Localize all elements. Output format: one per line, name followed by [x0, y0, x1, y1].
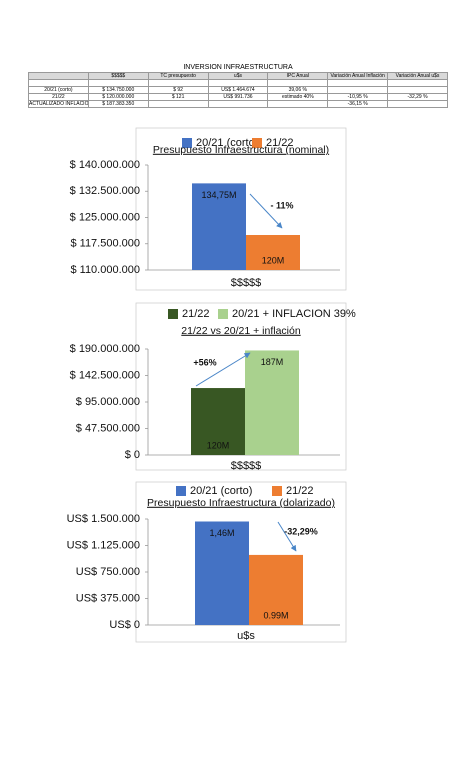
data-label: 187M — [261, 357, 284, 367]
table-spacer — [28, 79, 448, 87]
y-tick-label: US$ 750.000 — [76, 566, 140, 578]
bar — [191, 388, 245, 455]
legend-swatch — [218, 309, 228, 319]
legend-swatch — [182, 138, 192, 148]
arrow — [277, 521, 297, 552]
chart-title: Presupuesto Infraestructura (nominal) — [153, 144, 329, 156]
data-label: 1,46M — [209, 528, 234, 538]
data-label: 0.99M — [263, 610, 288, 620]
x-axis-label: $$$$$ — [231, 277, 262, 289]
table-title: INVERSION INFRAESTRUCTURA — [183, 64, 293, 71]
annotation: - 11% — [270, 200, 293, 210]
data-label: 120M — [262, 255, 285, 265]
bar — [249, 554, 303, 625]
y-tick-label: $ 140.000.000 — [70, 159, 140, 171]
arrow — [249, 193, 283, 229]
legend-label: 20/21 + INFLACION 39% — [232, 308, 356, 320]
legend-label: 20/21 (corto) — [196, 137, 258, 149]
chart-title: 21/22 vs 20/21 + inflación — [181, 325, 301, 337]
chart-title: Presupuesto Infraestructura (dolarizado) — [147, 497, 335, 509]
legend-swatch — [168, 309, 178, 319]
table-row: 21/22 $ 120.000.000 $ 121 US$ 991.736 estima… — [28, 93, 448, 101]
legend-label: 20/21 (corto) — [190, 485, 252, 497]
y-tick-label: $ 125.000.000 — [70, 211, 140, 223]
y-tick-label: $ 95.000.000 — [76, 396, 140, 408]
data-label: 120M — [207, 440, 230, 450]
legend-label: 21/22 — [266, 137, 294, 149]
y-tick-label: $ 110.000.000 — [70, 264, 140, 276]
bar — [192, 183, 246, 270]
legend-swatch — [176, 486, 186, 496]
legend-swatch — [272, 486, 282, 496]
chart-frame — [135, 127, 347, 291]
arrow — [195, 352, 251, 387]
y-tick-label: $ 117.500.000 — [70, 238, 140, 250]
table: $$$$$ TC presupuesto u$s IPC Anual Variación… — [28, 72, 448, 108]
x-axis-label: $$$$$ — [231, 460, 262, 472]
table-row: $$$$$ TC presupuesto u$s IPC Anual Variación… — [28, 72, 448, 80]
y-tick-label: $ 190.000.000 — [70, 343, 140, 355]
table-cell: $ 187.383.350 — [87, 100, 149, 108]
table-row: ACTUALIZADO INFLACION $ 187.383.350 -36,15… — [28, 100, 448, 108]
chart-frame — [135, 481, 347, 643]
y-tick-label: US$ 1.500.000 — [67, 513, 140, 525]
y-tick-label: US$ 0 — [109, 619, 140, 631]
table-cell — [387, 100, 448, 108]
y-tick-label: $ 0 — [125, 449, 140, 461]
annotation: +56% — [193, 357, 216, 367]
bar — [245, 350, 299, 455]
bar — [195, 521, 249, 625]
table-cell — [147, 100, 209, 108]
legend-swatch — [252, 138, 262, 148]
legend-label: 21/22 — [286, 485, 314, 497]
annotation: -32,29% — [284, 526, 318, 536]
table-block: INVERSION INFRAESTRUCTURA $$$$$ TC presup… — [28, 64, 448, 108]
bar — [246, 235, 300, 270]
y-tick-label: $ 132.500.000 — [70, 185, 140, 197]
y-tick-label: US$ 375.000 — [76, 592, 140, 604]
y-tick-label: $ 142.500.000 — [70, 369, 140, 381]
x-axis-label: u$s — [237, 630, 255, 642]
y-tick-label: $ 47.500.000 — [76, 422, 140, 434]
y-tick-label: US$ 1.125.000 — [67, 539, 140, 551]
chart-frame — [135, 302, 347, 471]
data-label: 134,75M — [201, 190, 236, 200]
legend-label: 21/22 — [182, 308, 210, 320]
